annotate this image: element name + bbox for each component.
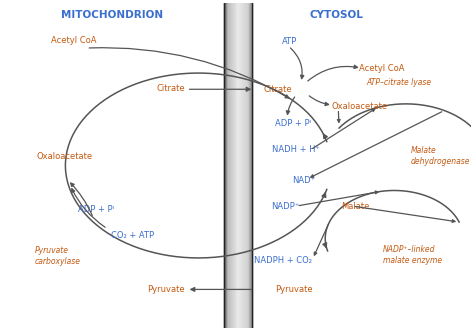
Bar xyxy=(240,3,241,328)
Bar xyxy=(231,3,232,328)
Bar xyxy=(248,3,249,328)
Bar xyxy=(234,3,235,328)
Bar xyxy=(230,3,231,328)
Bar xyxy=(239,3,240,328)
Bar xyxy=(234,3,235,328)
Bar xyxy=(238,3,239,328)
Text: Oxaloacetate: Oxaloacetate xyxy=(37,152,93,161)
Bar xyxy=(240,3,241,328)
Bar xyxy=(225,3,226,328)
Bar xyxy=(235,3,236,328)
Text: NADH + H⁺: NADH + H⁺ xyxy=(272,145,319,155)
Text: NADPH + CO₂: NADPH + CO₂ xyxy=(254,256,312,265)
Text: Citrate: Citrate xyxy=(156,84,185,93)
Bar xyxy=(224,3,225,328)
Text: Malate: Malate xyxy=(341,202,369,211)
Text: Pyruvate: Pyruvate xyxy=(147,285,185,294)
Bar xyxy=(238,3,239,328)
Bar xyxy=(249,3,250,328)
Bar xyxy=(236,3,237,328)
Bar xyxy=(241,3,242,328)
Bar xyxy=(227,3,228,328)
Bar xyxy=(247,3,248,328)
Bar xyxy=(226,3,227,328)
Bar xyxy=(233,3,234,328)
Text: NADP⁺: NADP⁺ xyxy=(272,202,300,211)
Bar xyxy=(251,3,252,328)
Text: NAD⁺: NAD⁺ xyxy=(292,176,315,185)
Text: CO₂ + ATP: CO₂ + ATP xyxy=(111,231,155,240)
Bar xyxy=(250,3,251,328)
Bar xyxy=(248,3,249,328)
Text: Oxaloacetate: Oxaloacetate xyxy=(331,102,387,111)
Bar xyxy=(237,3,238,328)
Bar xyxy=(245,3,246,328)
Bar xyxy=(225,3,226,328)
Bar xyxy=(236,3,238,328)
Bar xyxy=(231,3,232,328)
Bar xyxy=(251,3,252,328)
Text: ADP + Pᴵ: ADP + Pᴵ xyxy=(78,205,114,214)
Bar xyxy=(229,3,230,328)
Bar xyxy=(226,3,227,328)
Bar xyxy=(250,3,251,328)
Bar xyxy=(228,3,229,328)
Text: Pyruvate: Pyruvate xyxy=(275,285,313,294)
Bar xyxy=(245,3,246,328)
Text: ADP + Pᴵ: ADP + Pᴵ xyxy=(275,119,311,128)
Text: ATP–citrate lyase: ATP–citrate lyase xyxy=(367,78,431,87)
Bar xyxy=(242,3,243,328)
Bar xyxy=(235,3,236,328)
Bar xyxy=(246,3,247,328)
Text: NADP⁺–linked
malate enzyme: NADP⁺–linked malate enzyme xyxy=(383,245,442,265)
Bar xyxy=(244,3,245,328)
Text: MITOCHONDRION: MITOCHONDRION xyxy=(61,10,163,20)
Text: ATP: ATP xyxy=(282,37,297,46)
Text: Acetyl CoA: Acetyl CoA xyxy=(51,36,97,45)
Bar xyxy=(228,3,229,328)
Bar xyxy=(232,3,233,328)
Text: CYTOSOL: CYTOSOL xyxy=(309,10,363,20)
Bar xyxy=(232,3,233,328)
Bar xyxy=(244,3,245,328)
Bar xyxy=(243,3,244,328)
Bar xyxy=(229,3,231,328)
Bar xyxy=(247,3,248,328)
Text: Malate
dehydrogenase: Malate dehydrogenase xyxy=(411,146,470,166)
Bar xyxy=(242,3,244,328)
Text: Citrate: Citrate xyxy=(264,85,292,94)
Text: Acetyl CoA: Acetyl CoA xyxy=(359,64,405,73)
Bar xyxy=(241,3,242,328)
Text: Pyruvate
carboxylase: Pyruvate carboxylase xyxy=(35,246,81,266)
